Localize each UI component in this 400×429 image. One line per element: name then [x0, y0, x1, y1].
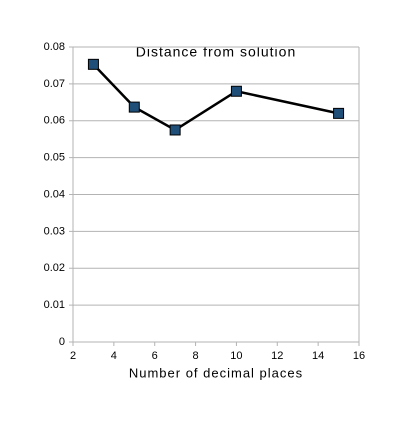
- y-tick-label: 0.06: [44, 115, 65, 127]
- x-tick-label: 4: [111, 350, 117, 362]
- x-tick-label: 14: [312, 350, 324, 362]
- x-tick-label: 6: [152, 350, 158, 362]
- y-tick-label: 0.02: [44, 262, 65, 274]
- y-tick-label: 0.08: [44, 41, 65, 53]
- data-point: [87, 58, 99, 70]
- x-tick-label: 10: [230, 350, 242, 362]
- data-point: [128, 101, 140, 113]
- x-tick-label: 2: [70, 350, 76, 362]
- data-point: [333, 107, 345, 119]
- data-point: [230, 85, 242, 97]
- data-point: [169, 124, 181, 136]
- y-tick-label: 0.05: [44, 152, 65, 164]
- x-tick-label: 12: [271, 350, 283, 362]
- y-tick-label: 0.04: [44, 188, 65, 200]
- x-tick-label: 8: [193, 350, 199, 362]
- y-tick-label: 0.01: [44, 299, 65, 311]
- y-tick-label: 0.07: [44, 78, 65, 90]
- chart-title: Distance from solution: [136, 44, 297, 60]
- y-tick-label: 0.03: [44, 225, 65, 237]
- x-axis-label: Number of decimal places: [129, 365, 303, 380]
- y-tick-label: 0: [59, 336, 65, 348]
- x-tick-label: 16: [353, 350, 365, 362]
